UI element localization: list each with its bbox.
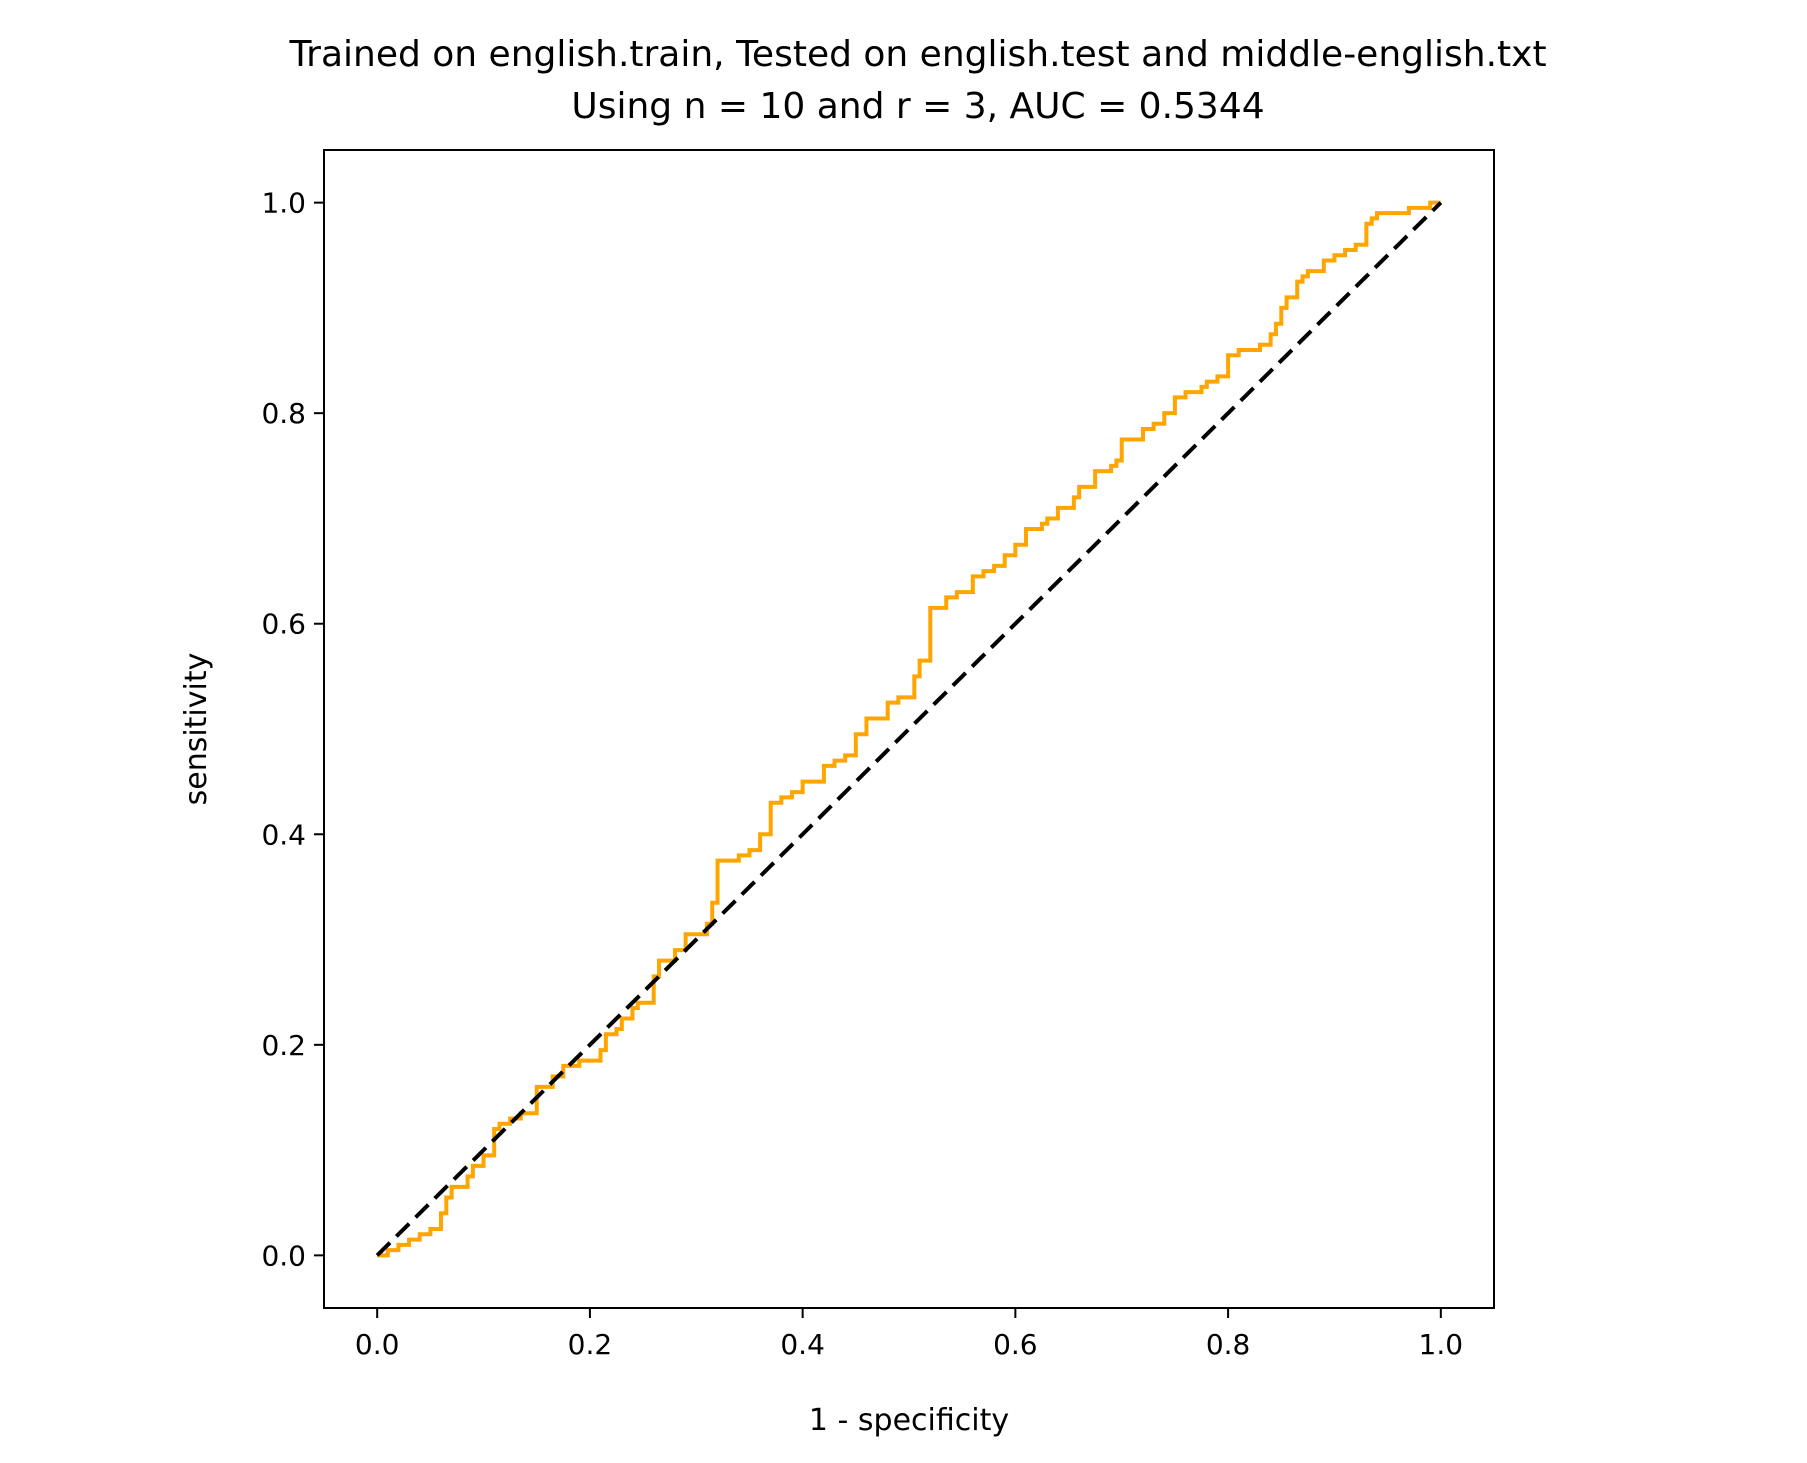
x-tick-label: 1.0 — [1419, 1328, 1464, 1361]
y-tick-label: 0.8 — [261, 397, 306, 430]
x-tick-label: 0.8 — [1206, 1328, 1251, 1361]
x-tick-label: 0.4 — [780, 1328, 825, 1361]
x-tick-label: 0.6 — [993, 1328, 1038, 1361]
diagonal-reference-line — [375, 201, 1443, 1257]
y-tick-label: 0.6 — [261, 608, 306, 641]
plot-curves — [375, 200, 1443, 1258]
x-axis: 0.0 0.2 0.4 0.6 0.8 1.0 — [355, 1308, 1463, 1361]
chart-subtitle: Using n = 10 and r = 3, AUC = 0.5344 — [571, 86, 1264, 127]
x-tick-label: 0.2 — [568, 1328, 613, 1361]
y-tick-label: 0.0 — [261, 1239, 306, 1272]
y-tick-label: 1.0 — [261, 187, 306, 220]
x-tick-label: 0.0 — [355, 1328, 400, 1361]
x-axis-label: 1 - specificity — [809, 1403, 1009, 1438]
chart-title: Trained on english.train, Tested on engl… — [288, 34, 1546, 75]
y-tick-label: 0.2 — [261, 1029, 306, 1062]
y-tick-label: 0.4 — [261, 818, 306, 851]
plot-frame — [323, 149, 1495, 1309]
y-axis-label: sensitivity — [179, 653, 214, 806]
y-axis: 0.0 0.2 0.4 0.6 0.8 1.0 — [261, 187, 324, 1272]
